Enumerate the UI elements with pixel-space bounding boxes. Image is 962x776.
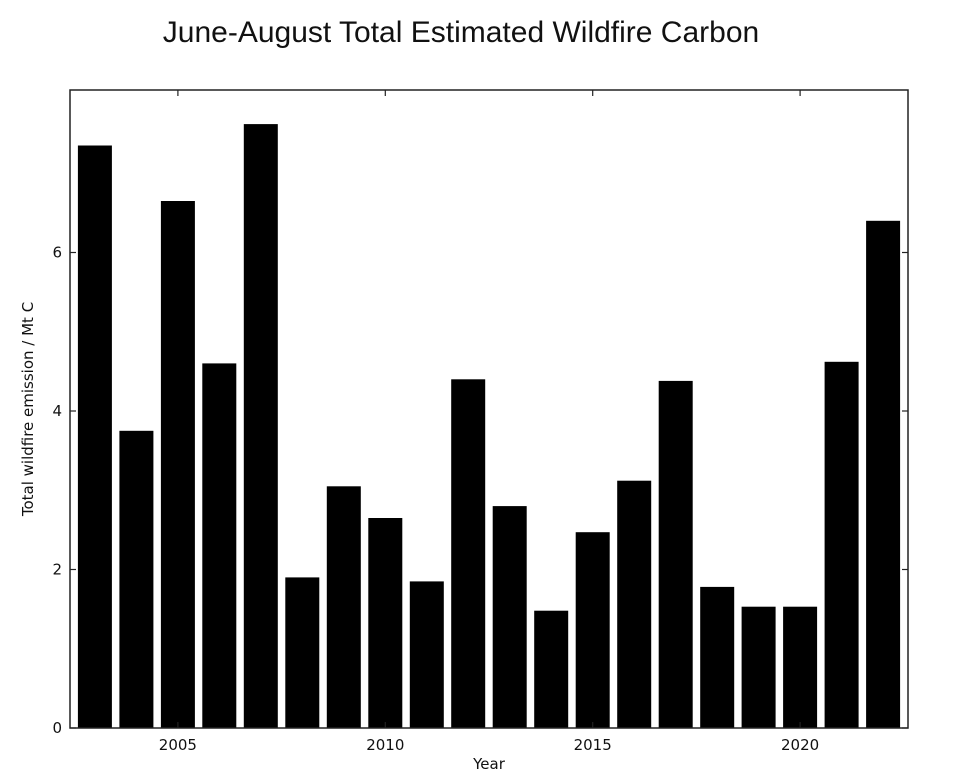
y-tick-label: 2 xyxy=(52,561,62,579)
bar-2010 xyxy=(368,518,403,728)
y-axis-label: Total wildfire emission / Mt C xyxy=(19,302,37,517)
bar-2012 xyxy=(451,379,486,728)
bar-2006 xyxy=(202,363,237,728)
x-tick-label: 2020 xyxy=(781,736,819,754)
bar-2014 xyxy=(534,610,569,728)
bar-2011 xyxy=(409,581,444,728)
bar-2009 xyxy=(326,486,361,728)
x-tick-label: 2005 xyxy=(159,736,197,754)
y-tick-label: 0 xyxy=(52,719,62,737)
bar-2018 xyxy=(700,586,735,728)
bar-2003 xyxy=(77,145,112,728)
y-tick-label: 6 xyxy=(52,244,62,262)
chart-title: June-August Total Estimated Wildfire Car… xyxy=(162,16,760,49)
bar-2008 xyxy=(285,577,320,728)
x-tick-label: 2010 xyxy=(366,736,404,754)
bar-2020 xyxy=(783,606,818,728)
bars-group xyxy=(77,124,901,729)
bar-2019 xyxy=(741,606,776,728)
bar-2015 xyxy=(575,532,610,728)
ticks-group: 2005 2010 2015 2020 0 2 4 6 xyxy=(52,90,908,754)
bar-2007 xyxy=(243,124,278,729)
plot-frame xyxy=(69,89,909,729)
y-tick-label: 4 xyxy=(52,402,62,420)
bar-2016 xyxy=(617,480,652,728)
x-tick-label: 2015 xyxy=(574,736,612,754)
bar-2021 xyxy=(824,361,859,728)
x-axis-label: Year xyxy=(472,755,506,773)
bar-2013 xyxy=(492,506,527,728)
bar-2004 xyxy=(119,430,154,728)
bar-2005 xyxy=(160,201,195,728)
bar-2017 xyxy=(658,380,693,728)
bar-2022 xyxy=(866,220,901,729)
